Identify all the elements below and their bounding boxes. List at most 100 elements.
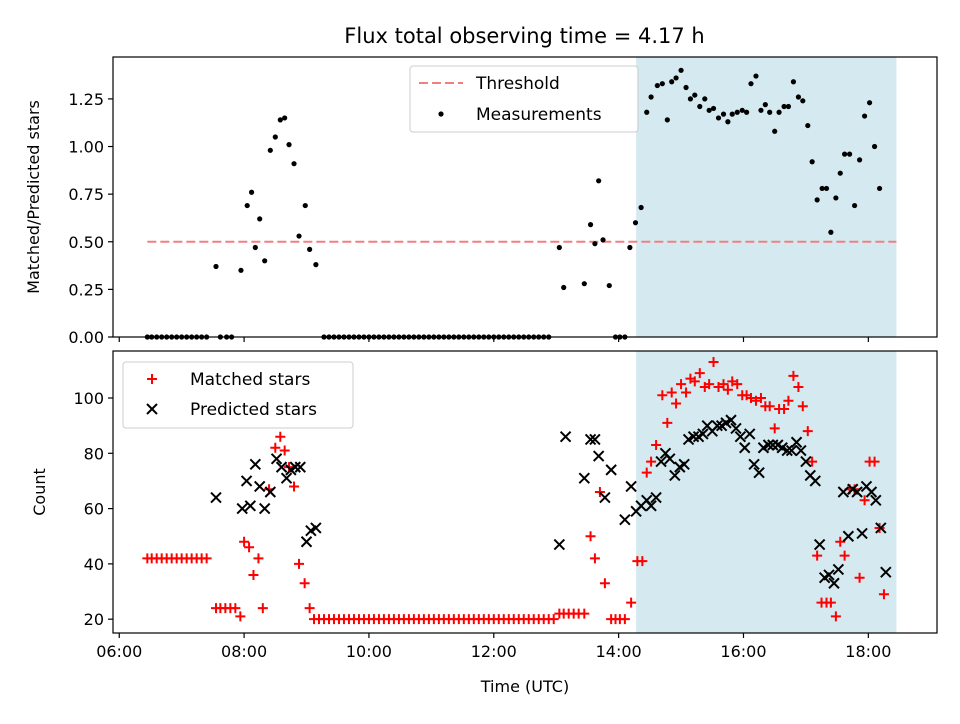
data-point [769,423,780,434]
data-point [715,115,722,121]
data-point [213,263,219,270]
data-point [244,202,250,209]
data-point [687,430,700,443]
bottom-panel: 06:00 08:00 10:00 12:00 14:00 16:00 18:00 20 40 6… [30,350,938,696]
data-point [600,237,606,243]
y-tick-label: 60 [84,500,104,519]
data-point [239,536,250,547]
data-point [257,603,268,614]
plot-frame [112,56,938,338]
data-point [779,404,790,415]
data-point [289,481,300,492]
data-point [865,486,878,498]
data-point [676,379,687,390]
data-point [210,491,222,504]
data-point [813,538,826,551]
data-point [556,244,562,251]
data-point [856,157,863,163]
data-point [638,204,644,211]
data-point [711,419,723,432]
data-point [720,111,727,117]
data-point [645,500,657,512]
data-point [644,109,650,115]
legend-predicted-label: Predicted stars [190,400,317,420]
data-point [847,151,853,157]
data-point [280,472,293,484]
series-predicted-stars [210,414,892,589]
data-point [812,550,823,561]
data-point [286,142,292,148]
data-point [307,246,313,252]
data-point [592,450,605,462]
legend-box [122,361,354,429]
data-point [648,94,654,100]
data-point [764,401,775,412]
data-point [880,566,892,578]
data-point [651,440,662,450]
data-point [678,458,690,471]
data-point [869,456,880,467]
x-tick-label: 14:00 [596,642,642,661]
data-point [669,469,681,482]
data-point [878,589,889,600]
data-point [585,531,596,542]
data-point [839,550,850,561]
data-point [270,442,281,453]
data-point [272,134,278,140]
data-point [687,96,694,102]
data-point [625,480,637,493]
data-point [835,536,846,547]
data-point [678,67,684,73]
data-point [772,128,778,134]
data-point [279,445,290,456]
data-point [758,107,764,113]
data-point [282,115,288,121]
data-point [302,202,308,209]
y-tick-label: 0.00 [68,328,104,347]
data-point [659,81,665,87]
data-point [599,578,610,589]
data-point [814,197,820,203]
data-point [807,456,818,467]
legend: Matched stars Predicted stars [122,361,354,429]
legend-threshold-label: Threshold [475,74,560,94]
data-point [805,122,811,129]
data-point [795,94,802,100]
legend-matched-swatch [147,374,157,384]
data-point [837,486,850,498]
data-point [662,417,673,428]
data-point [781,103,787,110]
y-axis-label: Count [30,468,49,516]
data-point [599,491,611,504]
y-tick-label: 0.75 [68,185,104,204]
data-point [589,433,601,446]
data-point [605,464,617,476]
data-point [270,453,283,465]
data-point [823,569,835,581]
data-point [851,486,863,498]
data-point [238,267,244,273]
y-tick-label: 1.00 [68,138,104,157]
x-tick-label: 18:00 [845,642,891,661]
legend-box [409,65,639,133]
data-point [641,467,652,478]
data-point [785,444,798,457]
data-point [296,233,302,239]
data-point [753,73,759,79]
data-point [257,216,263,222]
data-point [548,614,559,625]
data-point [689,376,700,387]
data-point [842,530,855,542]
data-point [235,611,246,622]
data-point [783,395,794,406]
data-point [790,436,803,448]
data-point [856,527,868,540]
legend: Threshold Measurements [409,65,639,133]
top-panel: 0.00 0.25 0.50 0.75 1.00 1.25 Matched/Predicte… [24,56,938,347]
data-point [828,229,834,235]
data-point [304,603,315,614]
data-point [594,487,605,497]
data-point [809,159,815,165]
data-point [819,185,825,192]
data-point [852,202,858,209]
